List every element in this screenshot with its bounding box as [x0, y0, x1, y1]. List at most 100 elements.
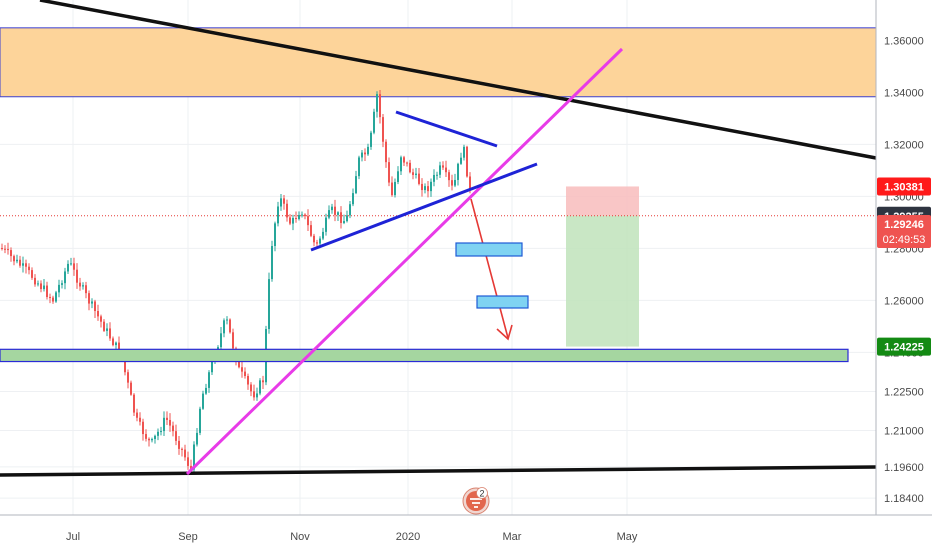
- candle: [307, 209, 309, 232]
- candle: [76, 263, 78, 289]
- candle: [403, 155, 405, 166]
- candle: [427, 180, 429, 198]
- support-zone[interactable]: [0, 348, 849, 363]
- projection-arrow[interactable]: [470, 198, 509, 339]
- long-downtrend-line[interactable]: [39, 0, 877, 160]
- candle: [205, 383, 207, 395]
- candle: [94, 299, 96, 318]
- candle: [82, 282, 84, 290]
- candle: [328, 205, 330, 220]
- candle: [136, 408, 138, 422]
- candle: [199, 406, 201, 436]
- magenta-uptrend-line[interactable]: [185, 47, 624, 476]
- candle: [271, 240, 273, 282]
- drawings-layer: [0, 0, 877, 477]
- candle: [160, 426, 162, 436]
- horizontal-base-line[interactable]: [0, 465, 877, 477]
- risk-reward-tool[interactable]: [566, 186, 639, 347]
- candle: [226, 316, 228, 325]
- y-tick-label: 1.34000: [884, 87, 924, 99]
- candle: [367, 143, 369, 156]
- candle: [388, 157, 390, 187]
- candle: [313, 233, 315, 247]
- triangle-lower-line[interactable]: [310, 162, 538, 252]
- take-profit-area[interactable]: [566, 215, 639, 347]
- candle: [349, 201, 351, 219]
- candle: [220, 326, 222, 352]
- candle: [223, 318, 225, 338]
- x-tick-label: May: [617, 531, 638, 543]
- candle: [454, 173, 456, 188]
- candle: [259, 378, 261, 396]
- price-axis[interactable]: 1.360001.340001.320001.300001.280001.260…: [875, 0, 924, 515]
- candle: [169, 413, 171, 432]
- candle: [379, 90, 381, 124]
- x-tick-label: Jul: [66, 531, 80, 543]
- candle: [409, 159, 411, 174]
- time-axis[interactable]: Jul Sep Nov 2020 Mar May: [0, 514, 932, 543]
- candle: [436, 171, 438, 180]
- triangle-upper-line[interactable]: [395, 110, 498, 148]
- candle: [232, 328, 234, 353]
- candle: [67, 260, 69, 275]
- candle: [295, 211, 297, 223]
- y-tick-label: 1.22500: [884, 386, 924, 398]
- svg-text:02:49:53: 02:49:53: [883, 234, 926, 246]
- candle: [13, 254, 15, 266]
- y-tick-label: 1.36000: [884, 35, 924, 47]
- candle: [412, 168, 414, 180]
- candle: [292, 214, 294, 231]
- tradingview-logo-icon[interactable]: 2: [462, 487, 490, 515]
- candle: [187, 451, 189, 470]
- candle: [202, 390, 204, 410]
- candle: [247, 373, 249, 390]
- candle: [130, 380, 132, 396]
- candle: [97, 304, 99, 321]
- candle: [289, 214, 291, 226]
- target-box-2[interactable]: [476, 295, 529, 309]
- stop-price-tag: 1.30381: [877, 177, 931, 196]
- candle: [466, 145, 468, 178]
- candle: [331, 203, 333, 214]
- candle: [127, 369, 129, 389]
- candle: [70, 257, 72, 266]
- candle: [61, 280, 63, 289]
- candle: [31, 267, 33, 280]
- candle: [16, 254, 18, 264]
- candle: [115, 341, 117, 350]
- stop-loss-area[interactable]: [566, 186, 639, 216]
- resistance-zone[interactable]: [0, 27, 877, 98]
- candle: [58, 279, 60, 298]
- candle: [442, 161, 444, 171]
- candle: [10, 247, 12, 262]
- candle: [451, 174, 453, 191]
- candle: [304, 213, 306, 220]
- candle: [376, 91, 378, 118]
- y-tick-label: 1.26000: [884, 295, 924, 307]
- candle: [196, 427, 198, 447]
- logo-badge: 2: [479, 489, 484, 499]
- candle: [139, 412, 141, 426]
- candle: [439, 161, 441, 179]
- svg-text:1.29246: 1.29246: [884, 219, 924, 231]
- candle: [34, 274, 36, 287]
- candle: [28, 263, 30, 275]
- candle: [85, 281, 87, 299]
- candle: [1, 243, 3, 251]
- candle: [19, 255, 21, 268]
- candle: [343, 214, 345, 225]
- candle: [358, 155, 360, 180]
- y-tick-label: 1.32000: [884, 139, 924, 151]
- target-box-1[interactable]: [455, 242, 523, 257]
- candle: [370, 130, 372, 150]
- x-tick-label: Mar: [503, 531, 522, 543]
- candle: [274, 221, 276, 252]
- y-tick-label: 1.21000: [884, 425, 924, 437]
- candle: [157, 428, 159, 441]
- candle: [64, 267, 66, 290]
- candle: [25, 259, 27, 274]
- close-price-tag: 1.29246 02:49:53: [877, 214, 931, 248]
- candle: [55, 290, 57, 303]
- x-tick-label: Nov: [290, 531, 310, 543]
